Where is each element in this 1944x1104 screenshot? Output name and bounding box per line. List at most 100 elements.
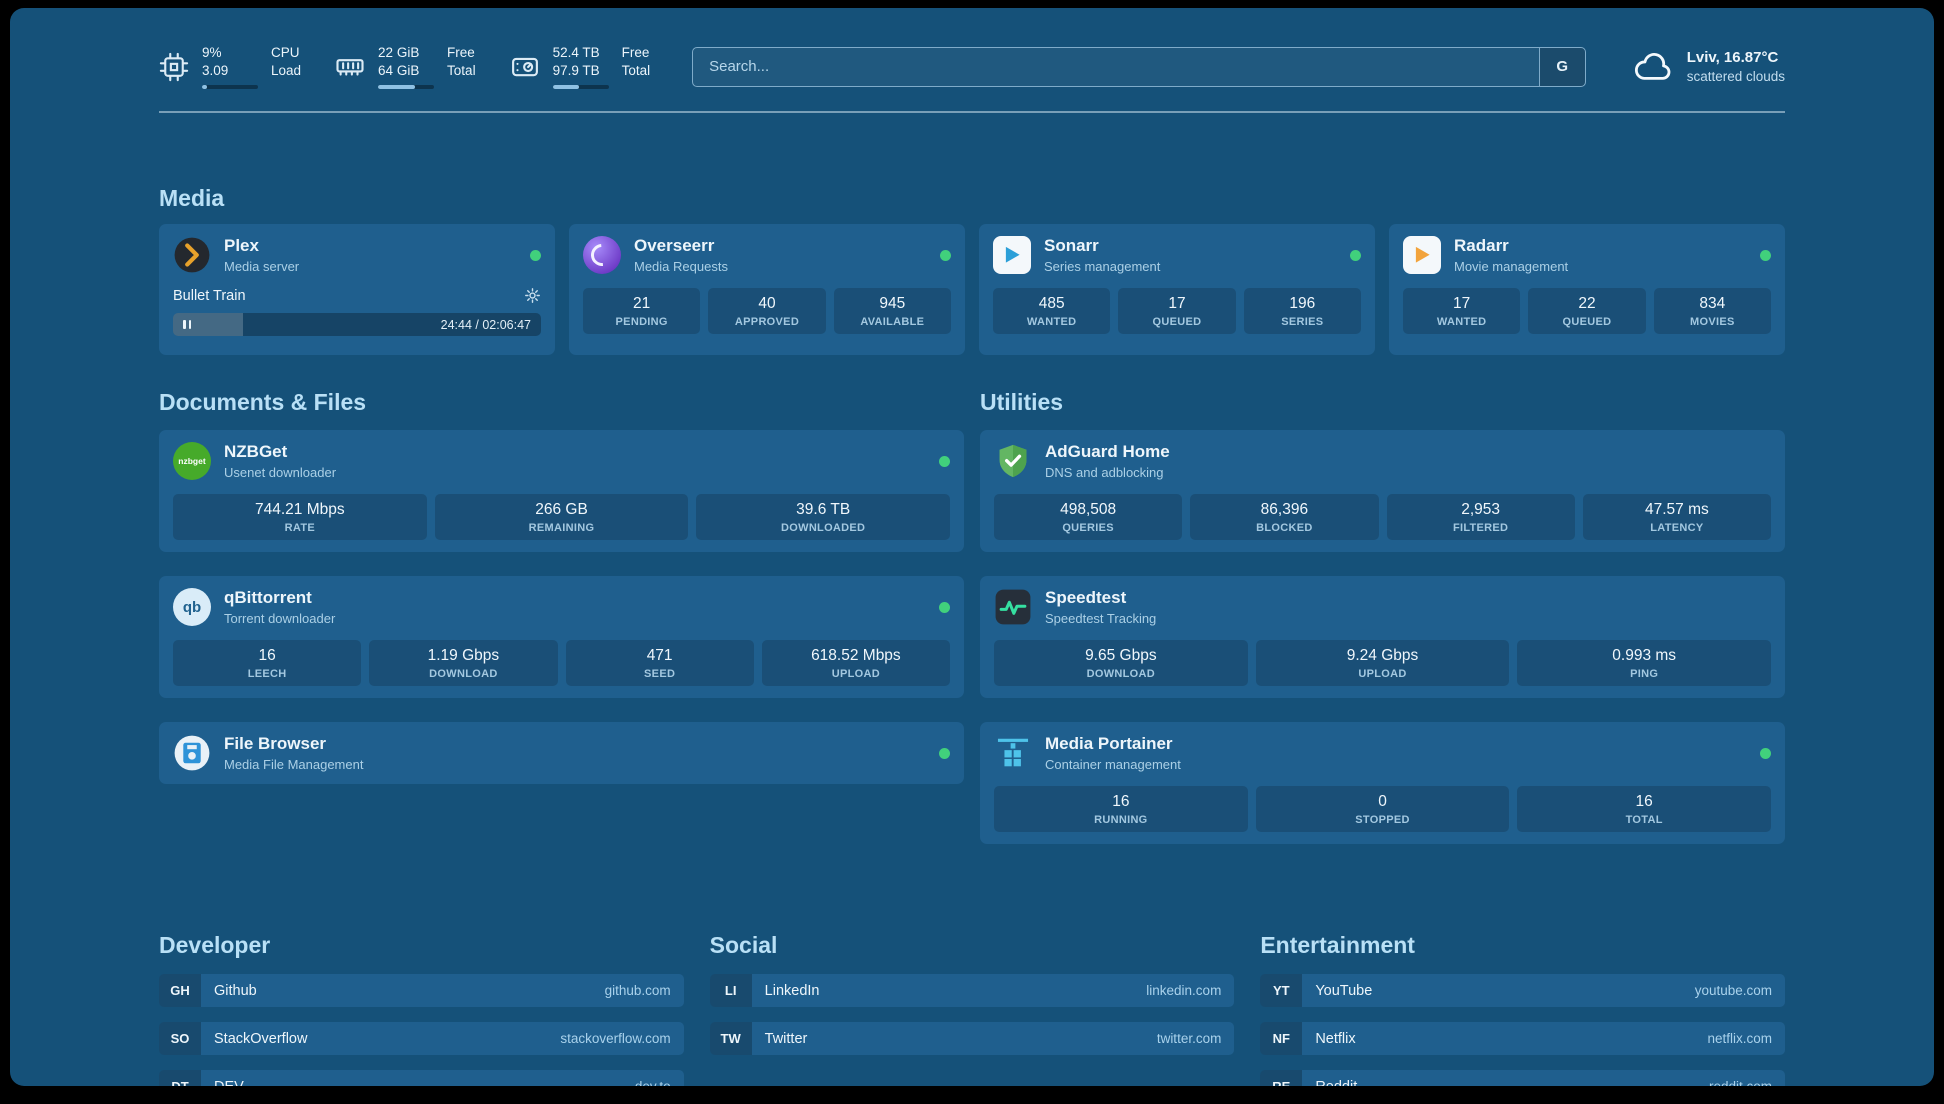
- adguard-icon: [994, 442, 1032, 480]
- service-card-adguard[interactable]: AdGuard Home DNS and adblocking 498,508 …: [980, 430, 1785, 552]
- stat-wanted: 485 WANTED: [993, 288, 1111, 334]
- service-name: Sonarr: [1044, 236, 1099, 255]
- service-card-overseerr[interactable]: Overseerr Media Requests 21 PENDING 40 A…: [569, 224, 965, 355]
- service-name: qBittorrent: [224, 588, 312, 607]
- overseerr-icon: [583, 236, 621, 274]
- stat-queued: 22 QUEUED: [1528, 288, 1646, 334]
- stat-running: 16 RUNNING: [994, 786, 1248, 832]
- bookmark-reddit[interactable]: RE Reddit reddit.com: [1260, 1070, 1785, 1086]
- gear-icon[interactable]: [524, 287, 541, 304]
- section-title-media: Media: [159, 185, 225, 211]
- service-name: Radarr: [1454, 236, 1509, 255]
- service-desc: Speedtest Tracking: [1045, 611, 1157, 626]
- service-name: Plex: [224, 236, 259, 255]
- stat-download: 9.65 Gbps DOWNLOAD: [994, 640, 1248, 686]
- service-card-filebrowser[interactable]: File Browser Media File Management: [159, 722, 964, 784]
- bookmark-github[interactable]: GH Github github.com: [159, 974, 684, 1007]
- stat-total: 16 TOTAL: [1517, 786, 1772, 832]
- service-name: Speedtest: [1045, 588, 1127, 607]
- cpu-progress-bar: [202, 85, 258, 89]
- portainer-icon: [994, 734, 1032, 772]
- disk-progress-bar: [552, 85, 609, 89]
- stat-upload: 618.52 Mbps UPLOAD: [761, 640, 950, 686]
- bookmark-url: youtube.com: [1694, 983, 1772, 998]
- bookmark-url: dev.to: [635, 1079, 671, 1086]
- status-dot: [1760, 249, 1771, 261]
- stat-filtered: 2,953 FILTERED: [1386, 494, 1575, 540]
- playback-time: 24:44 / 02:06:47: [440, 317, 531, 332]
- dashboard-page: 9% 3.09 CPU Load: [10, 8, 1934, 1086]
- stat-wanted: 17 WANTED: [1403, 288, 1521, 334]
- cpu-load-label: Load: [271, 63, 302, 78]
- bookmark-abbr: YT: [1260, 974, 1303, 1007]
- service-card-nzbget[interactable]: nzbget NZBGet Usenet downloader 744.21 M…: [159, 430, 964, 552]
- bookmark-netflix[interactable]: NF Netflix netflix.com: [1260, 1022, 1785, 1055]
- search-input[interactable]: [693, 47, 1539, 86]
- memory-free-value: 22 GiB: [378, 45, 420, 60]
- bookmark-name: Reddit: [1315, 1079, 1357, 1087]
- service-desc: Series management: [1044, 259, 1161, 274]
- search-provider-button[interactable]: G: [1538, 47, 1585, 86]
- bookmark-url: github.com: [604, 983, 671, 998]
- pause-icon[interactable]: [183, 320, 191, 329]
- topbar-divider: [159, 111, 1785, 113]
- weather-widget: Lviv, 16.87°C scattered clouds: [1632, 46, 1785, 88]
- bookmark-abbr: GH: [159, 974, 201, 1007]
- stat-movies: 834 MOVIES: [1653, 288, 1771, 334]
- bookmark-linkedin[interactable]: LI LinkedIn linkedin.com: [709, 974, 1235, 1007]
- bookmark-stackoverflow[interactable]: SO StackOverflow stackoverflow.com: [159, 1022, 684, 1055]
- stat-remaining: 266 GB REMAINING: [434, 494, 689, 540]
- sonarr-icon: [993, 236, 1031, 274]
- stat-queries: 498,508 QUERIES: [994, 494, 1183, 540]
- bookmark-name: Netflix: [1315, 1030, 1356, 1047]
- status-dot: [1760, 747, 1771, 759]
- status-dot: [939, 455, 950, 467]
- service-card-sonarr[interactable]: Sonarr Series management 485 WANTED 17 Q…: [979, 224, 1375, 355]
- section-title-utilities: Utilities: [980, 389, 1064, 415]
- bookmark-dev[interactable]: DT DEV dev.to: [159, 1070, 684, 1086]
- service-card-plex[interactable]: Plex Media server Bullet Train: [159, 224, 555, 355]
- section-media: Media Plex Media server: [159, 185, 1785, 355]
- bookmark-youtube[interactable]: YT YouTube youtube.com: [1260, 974, 1785, 1007]
- search-bar[interactable]: G: [692, 46, 1586, 87]
- stat-downloaded: 39.6 TB DOWNLOADED: [696, 494, 951, 540]
- bookmark-name: YouTube: [1315, 982, 1373, 999]
- bookmark-name: DEV: [214, 1079, 244, 1087]
- bookmark-group-social: Social LI LinkedIn linkedin.com TW Twitt…: [709, 932, 1235, 1055]
- service-desc: Media Requests: [634, 259, 728, 274]
- memory-total-value: 64 GiB: [378, 63, 420, 78]
- speedtest-icon: [994, 588, 1032, 626]
- bookmark-abbr: NF: [1260, 1022, 1303, 1055]
- status-dot: [939, 601, 950, 613]
- resource-widgets: 9% 3.09 CPU Load: [159, 44, 650, 89]
- status-dot: [940, 249, 951, 261]
- bookmark-url: twitter.com: [1156, 1031, 1222, 1046]
- service-desc: Movie management: [1454, 259, 1569, 274]
- weather-condition: scattered clouds: [1686, 69, 1785, 84]
- service-desc: DNS and adblocking: [1045, 465, 1164, 480]
- bookmark-abbr: DT: [159, 1070, 201, 1086]
- service-name: Media Portainer: [1045, 734, 1173, 753]
- bookmark-abbr: LI: [709, 974, 752, 1007]
- section-title-social: Social: [709, 932, 778, 958]
- weather-location: Lviv, 16.87°C: [1686, 49, 1779, 66]
- service-name: Overseerr: [634, 236, 715, 255]
- qbittorrent-icon: qb: [173, 588, 211, 626]
- radarr-icon: [1403, 236, 1441, 274]
- service-desc: Usenet downloader: [224, 465, 337, 480]
- service-card-portainer[interactable]: Media Portainer Container management 16 …: [980, 722, 1785, 844]
- service-card-qbittorrent[interactable]: qb qBittorrent Torrent downloader 16 LEE…: [159, 576, 964, 698]
- bookmark-abbr: SO: [159, 1022, 201, 1055]
- cpu-usage-value: 9%: [202, 45, 222, 60]
- stat-pending: 21 PENDING: [583, 288, 701, 334]
- service-desc: Container management: [1045, 757, 1181, 772]
- stat-ping: 0.993 ms PING: [1517, 640, 1772, 686]
- cpu-load-value: 3.09: [202, 63, 229, 78]
- cpu-icon: [159, 52, 189, 82]
- filebrowser-icon: [173, 734, 211, 772]
- playback-progress-bar[interactable]: 24:44 / 02:06:47: [173, 313, 541, 336]
- service-card-speedtest[interactable]: Speedtest Speedtest Tracking 9.65 Gbps D…: [980, 576, 1785, 698]
- service-card-radarr[interactable]: Radarr Movie management 17 WANTED 22 QUE…: [1389, 224, 1785, 355]
- stat-seed: 471 SEED: [565, 640, 754, 686]
- bookmark-twitter[interactable]: TW Twitter twitter.com: [709, 1022, 1235, 1055]
